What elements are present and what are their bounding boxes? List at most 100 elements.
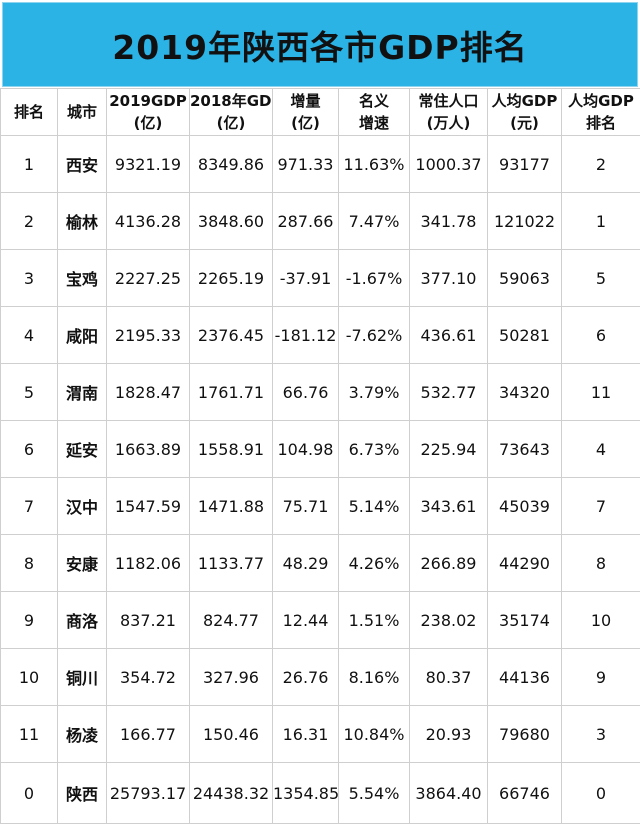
per-capita-rank-cell: 8 — [562, 535, 640, 592]
per-capita-rank-cell: 7 — [562, 478, 640, 535]
rank-cell: 3 — [1, 250, 58, 307]
increment-cell: 26.76 — [273, 649, 339, 706]
gdp-2018-cell: 2376.45 — [190, 307, 273, 364]
gdp-table: 排名城市2019GDP(亿)2018年GDP(亿)增量(亿)名义增速常住人口(万… — [0, 88, 640, 824]
header-row: 排名城市2019GDP(亿)2018年GDP(亿)增量(亿)名义增速常住人口(万… — [1, 89, 640, 136]
gdp-2019-header: 2019GDP(亿) — [107, 89, 190, 136]
city-cell: 延安 — [58, 421, 107, 478]
growth-cell: 1.51% — [339, 592, 410, 649]
gdp-2018-header: 2018年GDP(亿) — [190, 89, 273, 136]
gdp-2018-cell: 1133.77 — [190, 535, 273, 592]
per-capita-rank-cell: 10 — [562, 592, 640, 649]
increment-cell: 971.33 — [273, 136, 339, 193]
per-capita-cell: 44290 — [488, 535, 562, 592]
gdp-2019-cell: 2227.25 — [107, 250, 190, 307]
gdp-2019-cell: 2195.33 — [107, 307, 190, 364]
population-header: 常住人口(万人) — [410, 89, 488, 136]
per-capita-rank-cell: 1 — [562, 193, 640, 250]
per-capita-cell: 66746 — [488, 763, 562, 824]
gdp-2019-cell: 1182.06 — [107, 535, 190, 592]
city-cell: 宝鸡 — [58, 250, 107, 307]
per-capita-rank-cell: 11 — [562, 364, 640, 421]
rank-cell: 1 — [1, 136, 58, 193]
increment-header: 增量(亿) — [273, 89, 339, 136]
gdp-2018-cell: 150.46 — [190, 706, 273, 763]
rank-cell: 10 — [1, 649, 58, 706]
rank-cell: 2 — [1, 193, 58, 250]
header-label-line1: 增量 — [273, 90, 338, 112]
increment-cell: 12.44 — [273, 592, 339, 649]
per-capita-cell: 44136 — [488, 649, 562, 706]
gdp-2018-cell: 3848.60 — [190, 193, 273, 250]
per-capita-cell: 34320 — [488, 364, 562, 421]
gdp-ranking-page: 2019年陕西各市GDP排名 排名城市2019GDP(亿)2018年GDP(亿)… — [0, 0, 640, 780]
header-label-line2: 排名 — [562, 112, 640, 134]
per-capita-rank-cell: 6 — [562, 307, 640, 364]
growth-cell: 6.73% — [339, 421, 410, 478]
per-capita-rank-cell: 5 — [562, 250, 640, 307]
header-label-line1: 2019GDP — [107, 90, 189, 112]
city-cell: 咸阳 — [58, 307, 107, 364]
gdp-2018-cell: 8349.86 — [190, 136, 273, 193]
population-cell: 225.94 — [410, 421, 488, 478]
rank-cell: 0 — [1, 763, 58, 824]
per-capita-cell: 45039 — [488, 478, 562, 535]
growth-cell: -1.67% — [339, 250, 410, 307]
per-capita-cell: 121022 — [488, 193, 562, 250]
per-capita-cell: 93177 — [488, 136, 562, 193]
header-label-line1: 名义 — [339, 90, 409, 112]
increment-cell: 104.98 — [273, 421, 339, 478]
per-capita-cell: 73643 — [488, 421, 562, 478]
per-capita-rank-cell: 4 — [562, 421, 640, 478]
population-cell: 343.61 — [410, 478, 488, 535]
per-capita-header: 人均GDP(元) — [488, 89, 562, 136]
rank-cell: 7 — [1, 478, 58, 535]
header-label-line2: (元) — [488, 112, 561, 134]
rank-header: 排名 — [1, 89, 58, 136]
city-cell: 渭南 — [58, 364, 107, 421]
gdp-2018-cell: 327.96 — [190, 649, 273, 706]
population-cell: 377.10 — [410, 250, 488, 307]
increment-cell: 16.31 — [273, 706, 339, 763]
growth-cell: 7.47% — [339, 193, 410, 250]
rank-cell: 6 — [1, 421, 58, 478]
gdp-2019-cell: 354.72 — [107, 649, 190, 706]
page-title: 2019年陕西各市GDP排名 — [2, 2, 638, 87]
increment-cell: -37.91 — [273, 250, 339, 307]
city-cell: 西安 — [58, 136, 107, 193]
rank-cell: 5 — [1, 364, 58, 421]
population-cell: 80.37 — [410, 649, 488, 706]
city-cell: 安康 — [58, 535, 107, 592]
population-cell: 532.77 — [410, 364, 488, 421]
gdp-2019-cell: 166.77 — [107, 706, 190, 763]
city-cell: 汉中 — [58, 478, 107, 535]
header-label-line1: 人均GDP — [488, 90, 561, 112]
per-capita-cell: 59063 — [488, 250, 562, 307]
city-cell: 榆林 — [58, 193, 107, 250]
city-header: 城市 — [58, 89, 107, 136]
growth-cell: 11.63% — [339, 136, 410, 193]
growth-cell: 5.54% — [339, 763, 410, 824]
header-label-line2: (亿) — [107, 112, 189, 134]
gdp-2019-cell: 1828.47 — [107, 364, 190, 421]
gdp-2019-cell: 837.21 — [107, 592, 190, 649]
population-cell: 20.93 — [410, 706, 488, 763]
header-label-line1: 人均GDP — [562, 90, 640, 112]
population-cell: 1000.37 — [410, 136, 488, 193]
gdp-2018-cell: 1761.71 — [190, 364, 273, 421]
per-capita-rank-cell: 0 — [562, 763, 640, 824]
growth-cell: 10.84% — [339, 706, 410, 763]
per-capita-cell: 35174 — [488, 592, 562, 649]
population-cell: 341.78 — [410, 193, 488, 250]
rank-cell: 9 — [1, 592, 58, 649]
